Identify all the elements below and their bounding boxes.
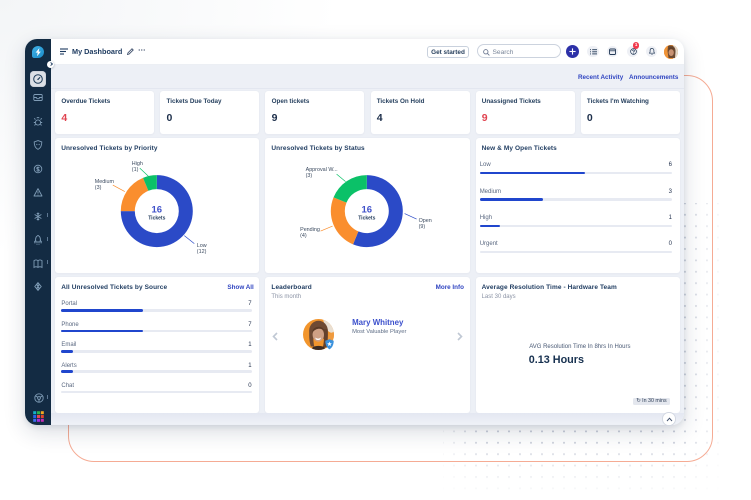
svg-text:Low: Low — [197, 243, 207, 249]
svg-text:(3): (3) — [306, 173, 313, 179]
svg-text:Tickets: Tickets — [148, 215, 165, 221]
svg-text:(1): (1) — [132, 167, 139, 173]
svg-text:(3): (3) — [95, 185, 102, 191]
svg-text:16: 16 — [152, 204, 163, 215]
svg-text:Tickets: Tickets — [359, 215, 376, 221]
svg-text:Open: Open — [419, 218, 432, 224]
svg-text:Approval W...: Approval W... — [306, 167, 338, 173]
svg-text:16: 16 — [362, 204, 373, 215]
svg-text:(4): (4) — [300, 233, 307, 239]
svg-text:Medium: Medium — [95, 179, 115, 185]
svg-text:(9): (9) — [419, 224, 426, 230]
svg-text:High: High — [132, 161, 143, 167]
svg-text:(12): (12) — [197, 249, 207, 255]
svg-text:Pending: Pending — [300, 227, 320, 233]
